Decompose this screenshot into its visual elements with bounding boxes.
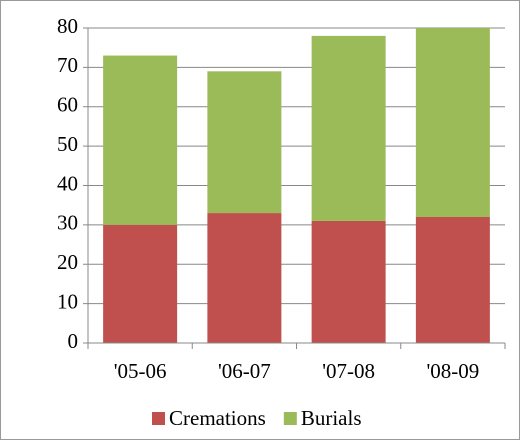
legend-swatch bbox=[283, 412, 297, 425]
y-tick-label: 20 bbox=[57, 250, 78, 274]
x-tick-label: '06-07 bbox=[218, 359, 271, 383]
y-tick-label: 30 bbox=[57, 211, 78, 235]
bar-segment bbox=[311, 220, 386, 343]
y-tick-label: 50 bbox=[57, 132, 78, 156]
bar-segment bbox=[415, 28, 490, 217]
bar-segment bbox=[415, 217, 490, 343]
x-tick-label: '08-09 bbox=[426, 359, 479, 383]
bar-segment bbox=[207, 213, 282, 343]
x-tick-label: '05-06 bbox=[114, 359, 167, 383]
y-tick-label: 40 bbox=[57, 171, 78, 195]
bar-segment bbox=[207, 71, 282, 214]
legend-label: Cremations bbox=[169, 406, 266, 430]
y-tick-label: 80 bbox=[57, 14, 78, 38]
bar-segment bbox=[103, 224, 178, 343]
bar-segment bbox=[311, 35, 386, 221]
y-tick-label: 0 bbox=[68, 329, 79, 353]
legend-label: Burials bbox=[301, 406, 362, 430]
y-tick-label: 70 bbox=[57, 53, 78, 77]
legend-swatch bbox=[152, 412, 165, 425]
bar-segment bbox=[103, 55, 178, 225]
y-tick-label: 60 bbox=[57, 93, 78, 117]
x-tick-label: '07-08 bbox=[322, 359, 375, 383]
y-tick-label: 10 bbox=[57, 289, 78, 313]
